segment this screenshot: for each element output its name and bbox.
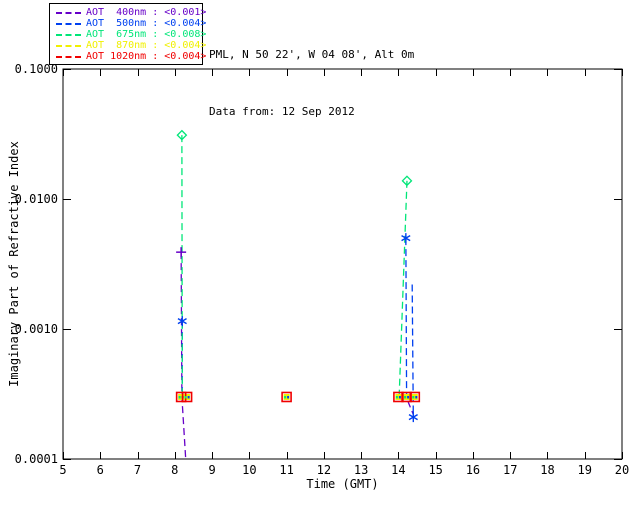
x-tick-label: 11 [279,463,293,477]
legend-item: AOT 1020nm : <0.004> [56,51,206,62]
x-axis-title: Time (GMT) [306,477,379,491]
legend-item-label: AOT 500nm : <0.004> [86,18,207,29]
x-tick-label: 16 [466,463,480,477]
series-line [398,180,408,397]
series-line [405,238,408,397]
legend-item: AOT 500nm : <0.004> [56,18,206,29]
y-tick-label: 0.0010 [15,322,58,336]
legend-item-label: AOT 1020nm : <0.004> [86,51,207,62]
legend-dash-sample-icon [56,44,81,47]
x-tick-label: 10 [242,463,256,477]
legend-item-label: AOT 400nm : <0.001> [86,7,207,18]
x-tick-label: 15 [428,463,442,477]
legend: AOT 400nm : <0.001> AOT 500nm : <0.004> AO… [49,3,206,65]
legend-dash-sample-icon [56,11,81,14]
legend-item: AOT 400nm : <0.001> [56,7,206,18]
x-tick-label: 14 [391,463,405,477]
legend-dash-sample-icon [56,55,81,58]
x-tick-label: 5 [59,463,66,477]
y-tick-label: 0.1000 [15,62,58,76]
x-tick-label: 17 [503,463,517,477]
x-tick-label: 8 [171,463,178,477]
legend-dash-sample-icon [56,33,81,36]
data-date-text: Data from: 12 Sep 2012 [209,105,355,118]
x-tick-label: 18 [540,463,554,477]
series-line [407,400,414,415]
legend-item: AOT 870nm : <0.004> [56,40,206,51]
x-tick-label: 7 [134,463,141,477]
x-tick-label: 9 [208,463,215,477]
legend-item-label: AOT 675nm : <0.008> [86,29,207,40]
x-tick-label: 12 [317,463,331,477]
y-tick-label: 0.0001 [15,452,58,466]
x-tick-label: 13 [354,463,368,477]
x-tick-label: 19 [578,463,592,477]
legend-dash-sample-icon [56,22,81,25]
x-tick-label: 6 [97,463,104,477]
legend-item-label: AOT 870nm : <0.004> [86,40,207,51]
station-info-text: PML, N 50 22', W 04 08', Alt 0m [209,48,415,61]
y-tick-label: 0.0100 [15,192,58,206]
x-tick-label: 20 [615,463,629,477]
plot-header: PML, N 50 22', W 04 08', Alt 0m Data fro… [209,7,414,159]
legend-item: AOT 675nm : <0.008> [56,29,206,40]
